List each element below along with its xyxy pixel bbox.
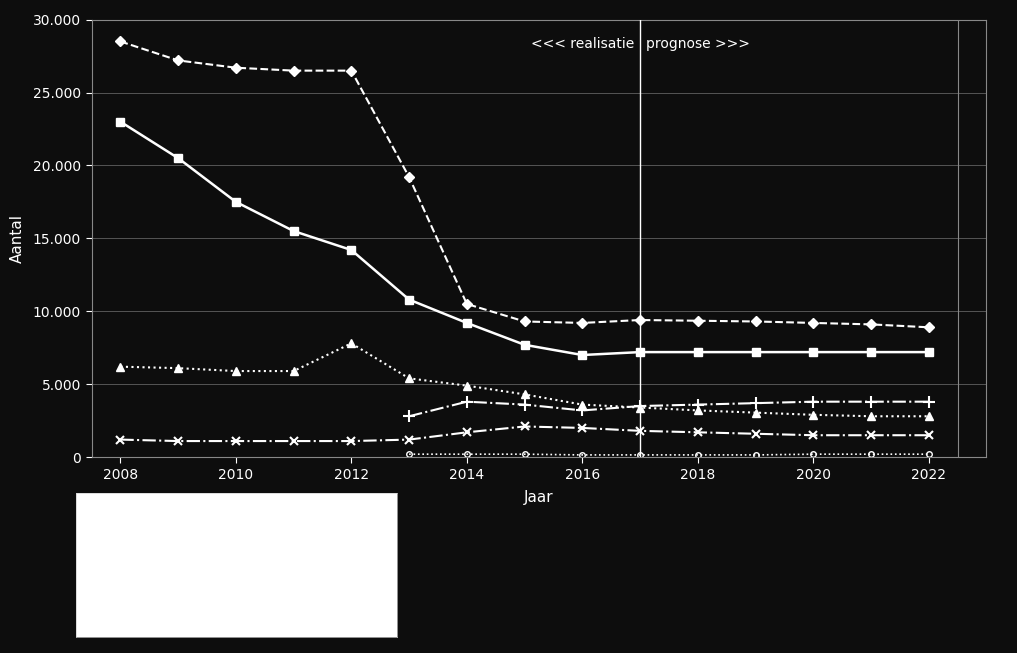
X-axis label: Jaar: Jaar [524,490,554,505]
Y-axis label: Aantal: Aantal [9,214,24,263]
Text: prognose >>>: prognose >>> [646,37,750,51]
Text: <<< realisatie: <<< realisatie [531,37,635,51]
